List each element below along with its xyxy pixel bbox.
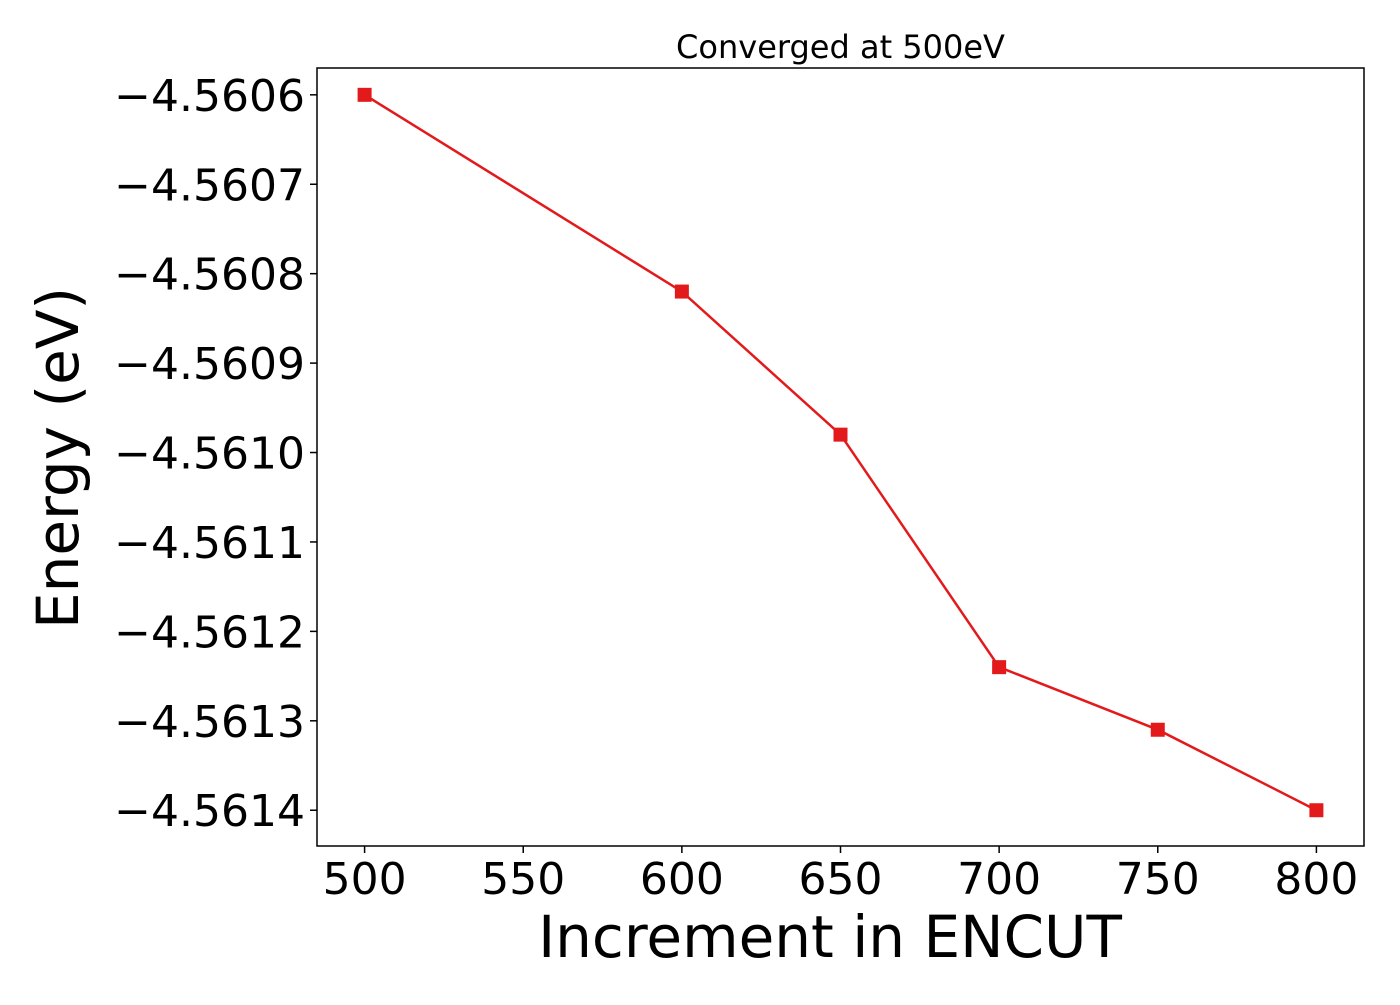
data-point-marker: [833, 427, 848, 442]
data-point-marker: [1309, 803, 1324, 818]
x-tick-label: 700: [957, 854, 1041, 905]
y-tick-label: −4.5607: [114, 160, 305, 211]
x-tick-label: 650: [799, 854, 883, 905]
y-tick-label: −4.5611: [114, 518, 305, 569]
series-line: [363, 93, 1317, 812]
x-tick-label: 800: [1274, 854, 1358, 905]
x-tick-label: 550: [481, 854, 565, 905]
y-axis-label: Energy (eV): [24, 287, 92, 629]
data-point-marker: [992, 660, 1007, 675]
y-tick-label: −4.5608: [114, 250, 305, 301]
y-tick-label: −4.5610: [114, 429, 305, 480]
y-tick-label: −4.5612: [114, 607, 305, 658]
data-point-marker: [674, 284, 689, 299]
chart-title: Converged at 500eV: [676, 28, 1005, 66]
x-tick-label: 500: [323, 854, 407, 905]
y-tick-label: −4.5614: [114, 786, 305, 837]
x-axis-label: Increment in ENCUT: [538, 903, 1122, 971]
series-layer: [357, 87, 1324, 818]
x-axis-ticks: 500 550 600 650 700 750 800: [323, 846, 1358, 905]
x-tick-label: 600: [640, 854, 724, 905]
plot-area: [316, 67, 1365, 847]
y-tick-label: −4.5606: [114, 71, 305, 122]
y-axis-ticks: −4.5606 −4.5607 −4.5608 −4.5609 −4.5610 −4.56…: [114, 71, 317, 837]
y-tick-label: −4.5609: [114, 339, 305, 390]
y-tick-label: −4.5613: [114, 697, 305, 748]
data-point-marker: [357, 87, 372, 102]
x-tick-label: 750: [1116, 854, 1200, 905]
data-point-marker: [1150, 722, 1165, 737]
